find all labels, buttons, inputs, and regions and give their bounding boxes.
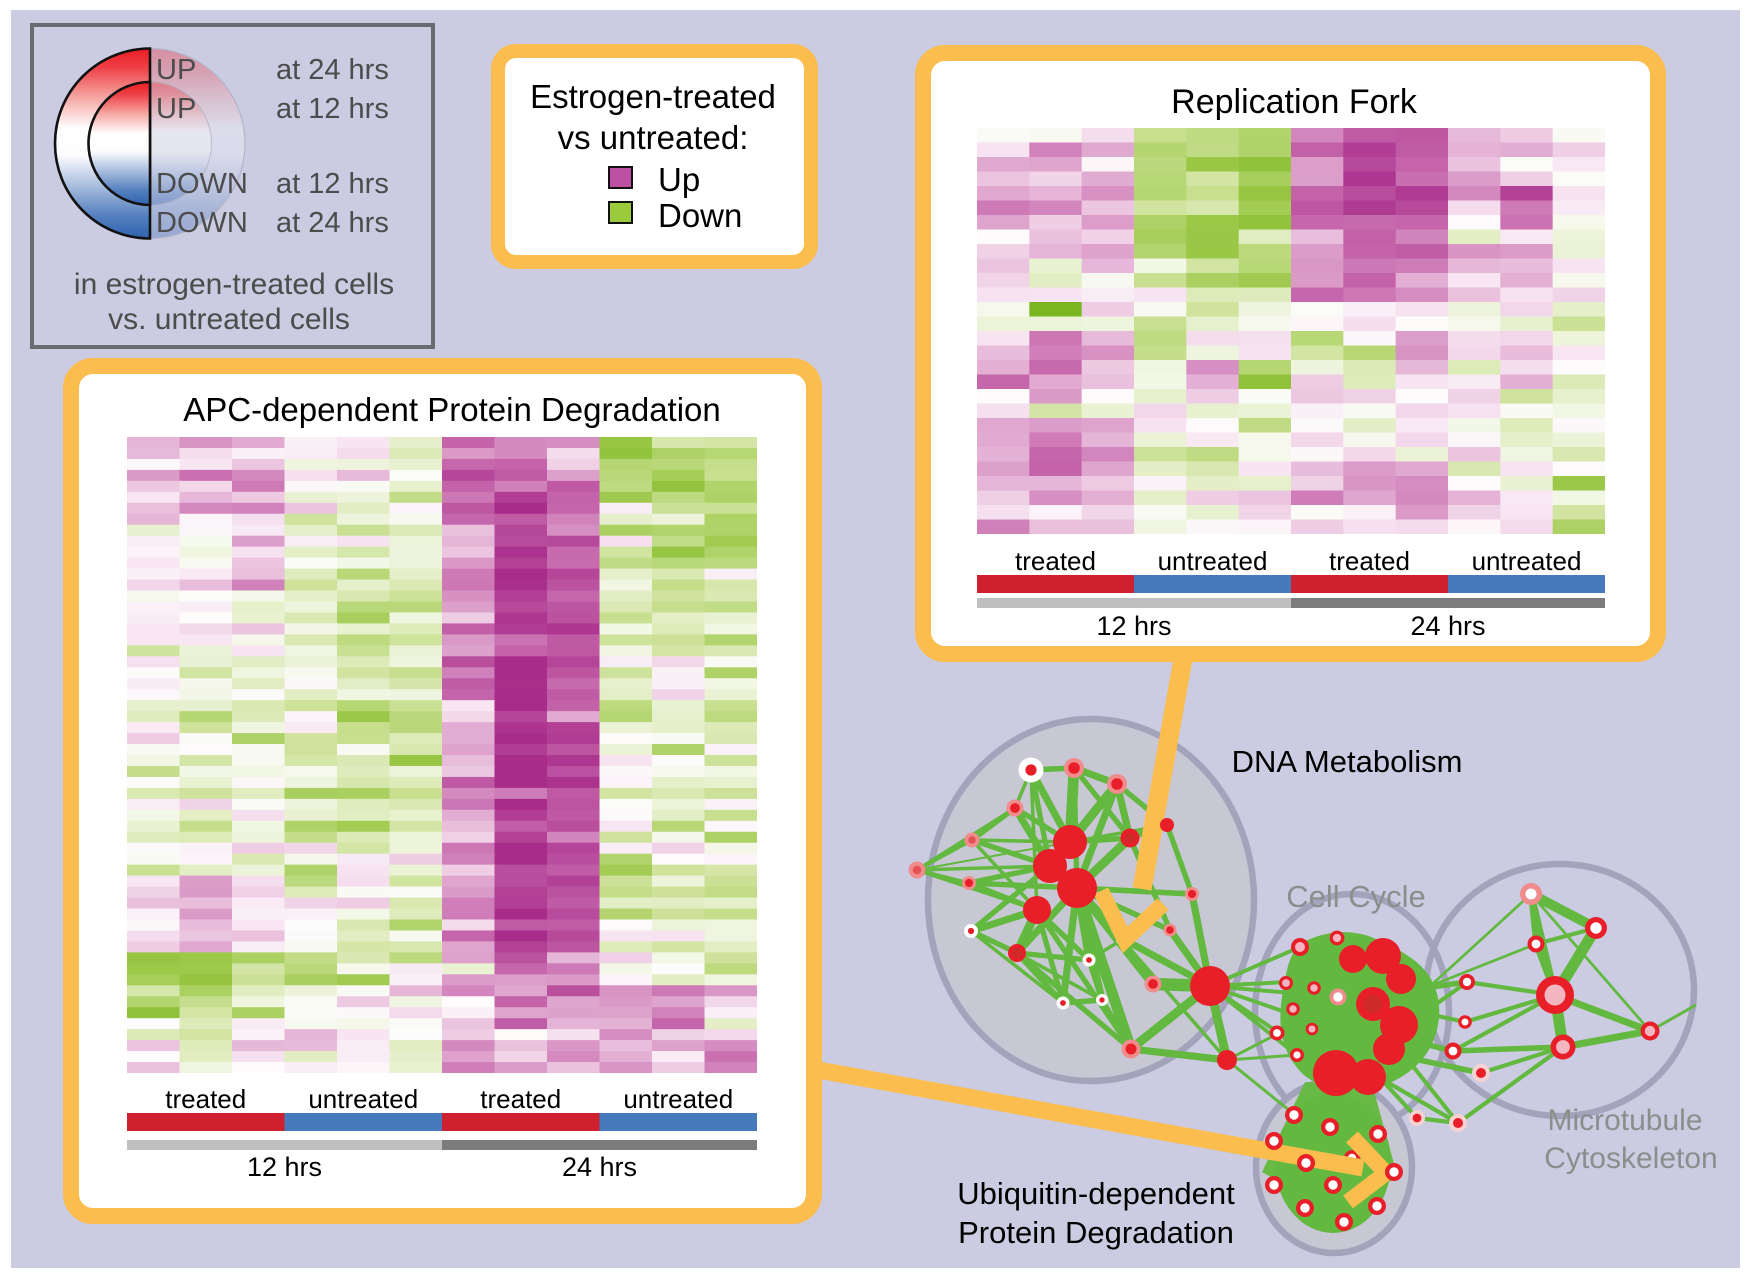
svg-text:at 24 hrs: at 24 hrs <box>276 207 389 239</box>
svg-text:untreated: untreated <box>1472 546 1582 576</box>
svg-text:Up: Up <box>658 161 700 198</box>
svg-text:24 hrs: 24 hrs <box>1410 611 1485 641</box>
svg-text:Estrogen-treated: Estrogen-treated <box>530 78 776 115</box>
svg-text:at 12 hrs: at 12 hrs <box>276 93 389 125</box>
svg-text:Cell Cycle: Cell Cycle <box>1286 879 1426 914</box>
svg-text:UP: UP <box>156 54 196 86</box>
svg-text:24 hrs: 24 hrs <box>562 1152 637 1182</box>
svg-text:Cytoskeleton: Cytoskeleton <box>1544 1142 1717 1175</box>
svg-text:untreated: untreated <box>1158 546 1268 576</box>
svg-text:at 24 hrs: at 24 hrs <box>276 54 389 86</box>
svg-text:12 hrs: 12 hrs <box>247 1152 322 1182</box>
svg-text:vs. untreated cells: vs. untreated cells <box>108 303 350 336</box>
svg-text:APC-dependent Protein Degradat: APC-dependent Protein Degradation <box>183 391 721 428</box>
svg-text:at 12 hrs: at 12 hrs <box>276 168 389 200</box>
svg-text:12 hrs: 12 hrs <box>1096 611 1171 641</box>
svg-text:Replication Fork: Replication Fork <box>1171 83 1418 121</box>
svg-text:treated: treated <box>165 1084 246 1114</box>
svg-text:UP: UP <box>156 93 196 125</box>
svg-text:treated: treated <box>480 1084 561 1114</box>
svg-text:Protein Degradation: Protein Degradation <box>958 1215 1234 1250</box>
svg-text:Down: Down <box>658 197 742 234</box>
svg-text:untreated: untreated <box>308 1084 418 1114</box>
svg-text:treated: treated <box>1015 546 1096 576</box>
svg-text:vs untreated:: vs untreated: <box>558 119 749 156</box>
svg-text:in estrogen-treated cells: in estrogen-treated cells <box>74 268 394 301</box>
svg-text:treated: treated <box>1329 546 1410 576</box>
svg-text:Microtubule: Microtubule <box>1547 1104 1702 1137</box>
svg-text:DOWN: DOWN <box>156 168 248 200</box>
svg-text:DOWN: DOWN <box>156 207 248 239</box>
svg-text:DNA Metabolism: DNA Metabolism <box>1232 744 1463 779</box>
svg-text:Ubiquitin-dependent: Ubiquitin-dependent <box>957 1176 1235 1211</box>
svg-text:untreated: untreated <box>623 1084 733 1114</box>
